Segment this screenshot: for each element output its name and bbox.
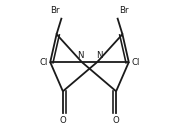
Text: Cl: Cl [131, 58, 140, 67]
Text: O: O [59, 116, 66, 125]
Text: N: N [77, 51, 83, 60]
Text: Br: Br [50, 6, 60, 15]
Text: Br: Br [119, 6, 129, 15]
Text: Cl: Cl [39, 58, 48, 67]
Text: N: N [96, 51, 102, 60]
Text: O: O [113, 116, 120, 125]
